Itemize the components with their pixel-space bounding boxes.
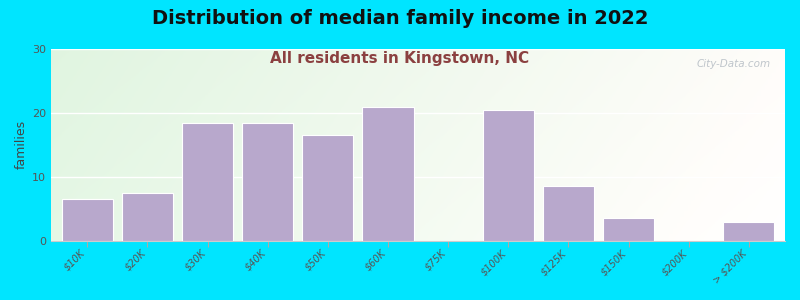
Bar	[543, 187, 594, 241]
Bar	[543, 187, 594, 241]
Bar	[603, 218, 654, 241]
Bar	[182, 122, 233, 241]
Bar	[362, 106, 414, 241]
Bar	[122, 193, 173, 241]
Bar	[603, 218, 654, 241]
Bar	[723, 222, 774, 241]
Bar	[242, 122, 294, 241]
Text: City-Data.com: City-Data.com	[696, 58, 770, 69]
Bar	[482, 110, 534, 241]
Bar	[122, 193, 173, 241]
Bar	[482, 110, 534, 241]
Bar	[362, 106, 414, 241]
Bar	[242, 122, 294, 241]
Y-axis label: families: families	[15, 120, 28, 170]
Bar	[62, 199, 113, 241]
Bar	[302, 135, 354, 241]
Bar	[723, 222, 774, 241]
Bar	[62, 199, 113, 241]
Bar	[182, 122, 233, 241]
Bar	[302, 135, 354, 241]
Text: All residents in Kingstown, NC: All residents in Kingstown, NC	[270, 51, 530, 66]
Text: Distribution of median family income in 2022: Distribution of median family income in …	[152, 9, 648, 28]
